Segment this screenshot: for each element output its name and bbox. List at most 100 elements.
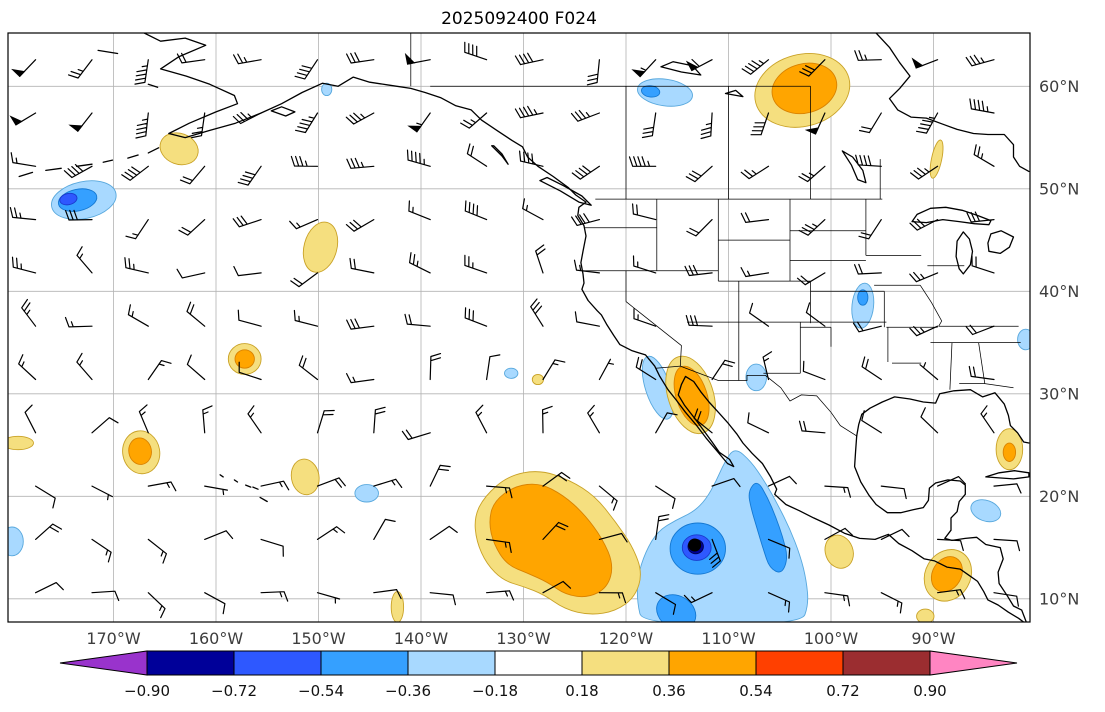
wind-barb — [858, 219, 882, 240]
wind-barb — [542, 580, 572, 594]
wind-barb — [404, 313, 431, 327]
wind-barb — [685, 315, 713, 327]
coast-aleutian-1 — [18, 171, 34, 178]
patch-florida-pos-core — [1002, 442, 1017, 462]
wind-barb — [346, 318, 375, 330]
border-line-36 — [949, 342, 953, 390]
wind-barb — [880, 528, 910, 540]
patch-cpac-pos-small — [290, 458, 320, 496]
wind-barb — [855, 154, 882, 167]
wind-barb — [486, 354, 501, 381]
wind-barb — [134, 59, 149, 85]
wind-barb — [10, 152, 37, 167]
colorbar-cell — [581, 650, 670, 676]
wind-barb — [232, 215, 262, 228]
wind-barb — [316, 592, 341, 604]
wind-barb — [542, 359, 566, 381]
wind-barb — [204, 592, 226, 615]
wind-barb — [18, 354, 37, 381]
patch-plains-neg — [851, 282, 875, 329]
lat-tick-label: 30°N — [1039, 384, 1079, 403]
wind-barb — [260, 538, 284, 557]
wind-barb — [346, 157, 375, 169]
coast-st-lawrence-island — [97, 49, 119, 55]
wind-barb — [290, 155, 319, 167]
colorbar-cell — [668, 650, 757, 676]
patch-tropical-neg-mid-coast — [748, 482, 788, 573]
wind-barb — [700, 112, 713, 140]
wind-barb — [91, 485, 113, 501]
lon-tick-label: 170°W — [86, 629, 141, 648]
wind-barbs — [9, 41, 1022, 619]
wind-barb — [805, 302, 826, 327]
coast-hawaii-kauai — [219, 474, 224, 478]
border-line-38 — [959, 383, 1014, 389]
colorbar-cell — [320, 650, 409, 676]
wind-barb — [514, 52, 544, 66]
wind-barb — [796, 272, 826, 286]
chart-title: 2025092400 F024 — [441, 9, 597, 29]
wind-barb — [486, 485, 513, 499]
wind-barb — [35, 582, 64, 594]
wind-barb — [633, 308, 657, 327]
wind-barb — [574, 311, 600, 327]
wind-barb — [693, 408, 713, 434]
patch-trop-pos-core — [489, 483, 613, 598]
patch-npac-pos-core — [234, 349, 255, 369]
wind-barb — [880, 485, 907, 500]
lon-tick-label: 90°W — [911, 629, 955, 648]
wind-barb — [124, 257, 149, 274]
wind-barb — [176, 268, 206, 279]
wind-barb — [147, 592, 166, 619]
wind-barb — [969, 98, 995, 114]
wind-barb — [247, 405, 262, 434]
wind-barb — [740, 267, 770, 278]
wind-barb — [598, 592, 627, 604]
wind-barb — [466, 143, 488, 167]
wind-barb — [542, 405, 553, 434]
wind-barb — [655, 412, 678, 434]
wind-barb — [910, 165, 939, 180]
colorbar-tick-label: −0.90 — [124, 682, 170, 700]
wind-barb — [464, 200, 488, 221]
colorbar-cell — [407, 650, 496, 676]
wind-barb — [519, 150, 544, 167]
wind-barb — [408, 200, 431, 221]
wind-barb-pennant — [11, 68, 26, 78]
wind-barb — [535, 244, 546, 274]
wind-barb — [684, 264, 713, 277]
coast-hawaii-molokai — [245, 484, 252, 488]
patch-tropical-neg-mid-south — [656, 594, 697, 622]
wind-barb — [260, 480, 290, 491]
coast-cuba — [985, 470, 1030, 480]
wind-barb — [909, 218, 939, 231]
patch-costa-pos-fleck — [916, 608, 935, 622]
coast-great-slave-lake — [660, 61, 702, 76]
wind-barb — [586, 59, 600, 86]
wind-barb — [191, 112, 206, 139]
wind-barb — [762, 351, 773, 381]
wind-barb — [598, 485, 618, 511]
wind-barb — [798, 219, 826, 236]
map-frame — [7, 32, 1031, 623]
coast-hawaii-big-island — [259, 496, 268, 503]
lon-tick-label: 130°W — [496, 629, 551, 648]
wind-barb — [740, 165, 770, 180]
colorbar-tick-label: −0.36 — [385, 682, 431, 700]
wind-barb — [632, 255, 657, 274]
colorbar-cell — [755, 650, 844, 676]
wind-barb — [237, 165, 262, 186]
coast-hudson-bay — [875, 33, 1030, 173]
colorbar-tick-label: 0.72 — [826, 682, 859, 700]
coast-west-coast-main — [143, 33, 1025, 622]
patch-midpac-neg-fleck — [504, 367, 519, 379]
wind-barb — [186, 354, 206, 381]
wind-barb — [316, 409, 335, 434]
colorbar-tick-label: 0.36 — [652, 682, 685, 700]
wind-barb — [373, 478, 403, 488]
wind-barb — [880, 592, 903, 614]
wind-barb — [373, 406, 386, 434]
patch-itcz-pos-fleck — [390, 591, 405, 622]
wind-barb — [346, 52, 375, 64]
wind-barb — [21, 298, 37, 327]
